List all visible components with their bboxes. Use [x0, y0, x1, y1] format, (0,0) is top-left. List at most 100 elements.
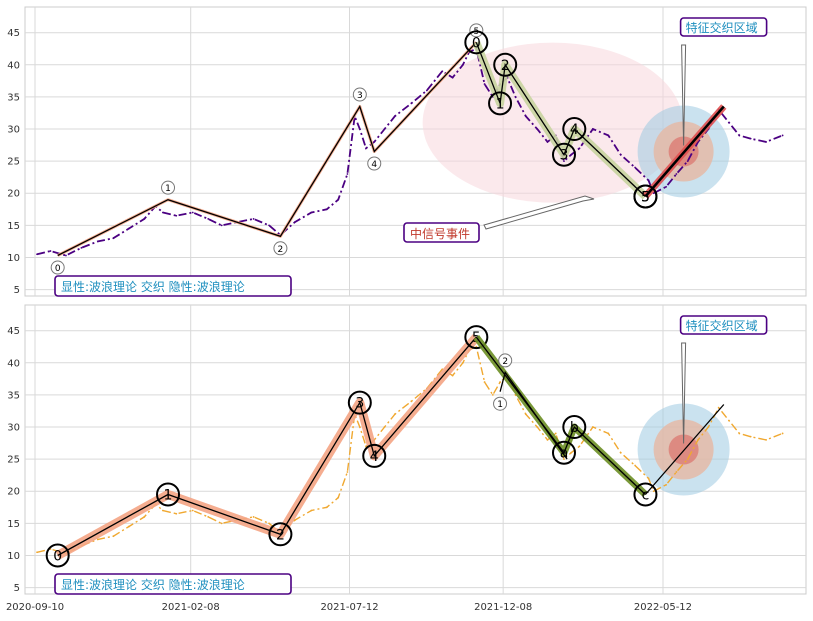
price-point [393, 115, 396, 118]
price-point [707, 426, 710, 428]
y-tick-label: 30 [7, 423, 20, 434]
price-point [358, 128, 361, 130]
wave-marker-label: b [570, 420, 579, 436]
price-point [337, 198, 340, 201]
price-point [546, 438, 549, 441]
x-tick-label: 2021-02-08 [162, 602, 220, 613]
feature-zone-annotation: 特征交织区域 [679, 315, 768, 444]
price-point [346, 173, 349, 175]
price-point [393, 413, 396, 416]
price-point [325, 208, 328, 211]
price-point [578, 445, 581, 448]
price-point [441, 70, 444, 73]
price-point [607, 134, 610, 137]
price-point [410, 102, 413, 105]
event-annotation: 中信号事件 [403, 195, 595, 243]
price-point [675, 173, 678, 175]
price-point [514, 96, 517, 98]
y-tick-label: 5 [14, 285, 20, 296]
price-point [728, 419, 730, 422]
x-tick-label: 2021-12-08 [474, 602, 532, 613]
feature-zone-annotation: 特征交织区域 [679, 17, 768, 146]
y-tick-label: 40 [7, 60, 20, 71]
price-point [462, 361, 464, 364]
price-point [563, 160, 565, 163]
wave-marker-label: c [642, 487, 650, 503]
wave-marker-circle [156, 482, 181, 507]
wave-marker-label: 4 [371, 160, 377, 170]
price-point [591, 426, 594, 428]
wave-line [644, 404, 725, 495]
y-tick-label: 25 [7, 157, 20, 168]
price-point [524, 413, 527, 416]
price-point [365, 147, 367, 150]
price-point [143, 218, 146, 220]
price-point [220, 522, 223, 525]
y-tick-label: 15 [7, 221, 20, 232]
y-tick-label: 40 [7, 358, 20, 369]
price-point [252, 218, 255, 220]
wave-marker-label: 4 [370, 449, 379, 465]
legend-text: 显性:波浪理论 交织 隐性:波浪理论 [61, 577, 245, 592]
wave-marker-circle [562, 415, 587, 440]
price-point [293, 221, 296, 224]
wave-marker-label: 2 [502, 357, 508, 367]
wave-marker-label: 1 [165, 184, 171, 194]
price-point [738, 134, 741, 137]
wave-marker-circle [469, 23, 484, 38]
price-point [191, 211, 194, 214]
price-point [765, 140, 767, 143]
y-tick-label: 35 [7, 390, 20, 401]
price-point [97, 240, 99, 243]
price-point [268, 224, 270, 227]
y-tick-label: 10 [7, 253, 20, 264]
price-point [738, 432, 741, 435]
wave-marker-circle [45, 543, 70, 568]
price-point [652, 490, 655, 493]
price-point [483, 83, 486, 85]
price-point [634, 464, 637, 467]
feature-zone-arrow [681, 342, 687, 444]
price-point [765, 438, 767, 441]
price-point [252, 516, 255, 518]
wave-line [499, 370, 568, 460]
price-point [112, 237, 115, 240]
legend-frame [54, 275, 292, 297]
wave-marker-circle [493, 396, 508, 411]
wave-marker-circle [551, 142, 576, 167]
price-point [647, 179, 650, 182]
price-point [36, 551, 38, 554]
price-point [49, 250, 52, 252]
price-point [425, 89, 428, 92]
price-point [536, 128, 539, 130]
legend-text: 显性:波浪理论 交织 隐性:波浪理论 [61, 279, 245, 294]
price-point [781, 134, 784, 137]
wave-marker-circle [268, 522, 293, 547]
price-point [112, 535, 115, 538]
x-tick-label: 2020-09-10 [6, 602, 64, 613]
price-point [207, 516, 210, 518]
price-point [570, 451, 573, 454]
wave-marker-label: 1 [497, 400, 503, 410]
wave-marker-circle [488, 91, 513, 116]
price-point [634, 166, 637, 169]
wave-marker-label: 5 [641, 189, 650, 205]
legend-box: 显性:波浪理论 交织 隐性:波浪理论 [54, 275, 292, 297]
price-point [451, 76, 454, 79]
price-point [175, 512, 178, 515]
event-label: 中信号事件 [410, 226, 470, 241]
wave-marker-label: 3 [560, 148, 569, 164]
wave-marker-circle [498, 353, 513, 368]
price-point [410, 400, 413, 403]
price-point [591, 128, 594, 130]
price-point [536, 426, 539, 428]
wave-marker-circle [633, 184, 658, 209]
wave-marker-label: 2 [501, 58, 510, 74]
y-tick-label: 25 [7, 455, 20, 466]
price-point [483, 381, 486, 383]
price-point [728, 121, 730, 124]
wave-line [475, 336, 646, 495]
feature-zone-label: 特征交织区域 [686, 318, 758, 333]
